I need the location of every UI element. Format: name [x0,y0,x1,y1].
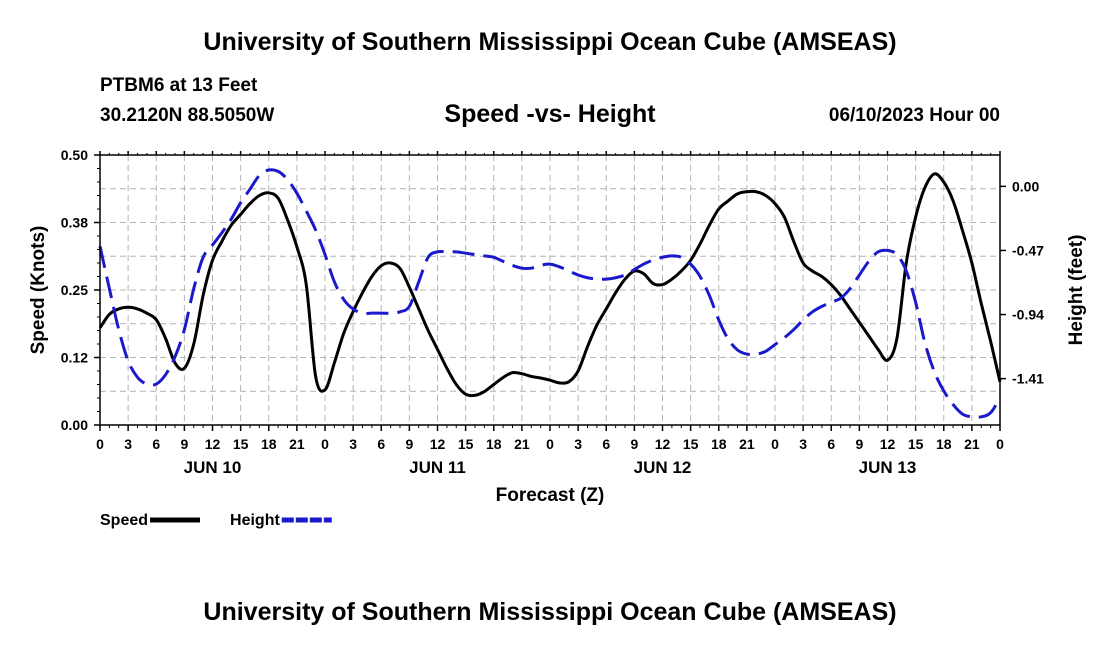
x-tick-label: 0 [321,436,329,452]
series-line-height [98,168,1002,419]
x-tick-label: 15 [458,436,474,452]
x-axis-title: Forecast (Z) [496,485,605,506]
x-tick-label: 15 [908,436,924,452]
y-tick-label: 0.12 [61,350,88,366]
x-tick-label: 12 [430,436,446,452]
x-tick-label: 21 [514,436,530,452]
x-tick-label: 18 [936,436,952,452]
x-tick-label: 3 [574,436,582,452]
x-tick-label: 0 [996,436,1004,452]
y-tick-label: 0.00 [61,417,88,433]
axis-ticks [94,151,1006,431]
x-tick-label: 9 [630,436,638,452]
x-tick-label: 3 [799,436,807,452]
x-tick-label: 15 [233,436,249,452]
x-tick-label: 0 [771,436,779,452]
series-line-speed [98,172,1002,398]
footer-title: University of Southern Mississippi Ocean… [203,598,897,626]
x-tick-label: 15 [683,436,699,452]
y-axis-title: Speed (Knots) [28,226,49,355]
x-tick-label: 6 [152,436,160,452]
day-label: JUN 12 [634,458,692,477]
x-tick-label: 6 [377,436,385,452]
x-tick-label: 3 [124,436,132,452]
y2-tick-label: -1.41 [1012,371,1044,387]
x-tick-label: 9 [180,436,188,452]
x-tick-label: 12 [655,436,671,452]
page-title: University of Southern Mississippi Ocean… [203,28,897,56]
x-tick-label: 21 [964,436,980,452]
day-label: JUN 11 [409,458,466,477]
x-tick-label: 21 [739,436,755,452]
x-tick-label: 12 [205,436,221,452]
y-tick-label: 0.50 [61,147,88,163]
series-layer [98,168,1002,419]
x-tick-label: 9 [405,436,413,452]
chart-title: Speed -vs- Height [444,100,656,128]
x-tick-label: 0 [96,436,104,452]
axis-labels: 0 3 6 9 12 15 18 21 0 3 6 9 12 15 18 21 0 3 6 9 12 15 18 21 0 3 6 9… [61,147,1044,477]
y2-tick-label: 0.00 [1012,178,1039,194]
x-tick-label: 18 [486,436,502,452]
forecast-datetime: 06/10/2023 Hour 00 [828,105,1000,126]
x-tick-label: 18 [711,436,727,452]
legend: Speed Height [100,512,332,529]
legend-label-speed: Speed [100,512,148,529]
y-tick-label: 0.25 [61,282,88,298]
y-tick-label: 0.38 [61,215,88,231]
x-tick-label: 6 [827,436,835,452]
day-label: JUN 13 [859,458,917,477]
station-label: PTBM6 at 13 Feet [100,75,258,96]
x-tick-label: 21 [289,436,305,452]
legend-label-height: Height [230,512,280,529]
x-tick-label: 0 [546,436,554,452]
y2-axis-title: Height (feet) [1066,235,1087,346]
day-label: JUN 10 [184,458,242,477]
x-tick-label: 18 [261,436,277,452]
grid-lines [100,155,1000,425]
y2-tick-label: -0.47 [1012,242,1044,258]
x-tick-label: 6 [602,436,610,452]
coordinates-label: 30.2120N 88.5050W [100,105,275,126]
x-tick-label: 12 [880,436,896,452]
x-tick-label: 3 [349,436,357,452]
y2-tick-label: -0.94 [1012,307,1044,323]
x-tick-label: 9 [855,436,863,452]
